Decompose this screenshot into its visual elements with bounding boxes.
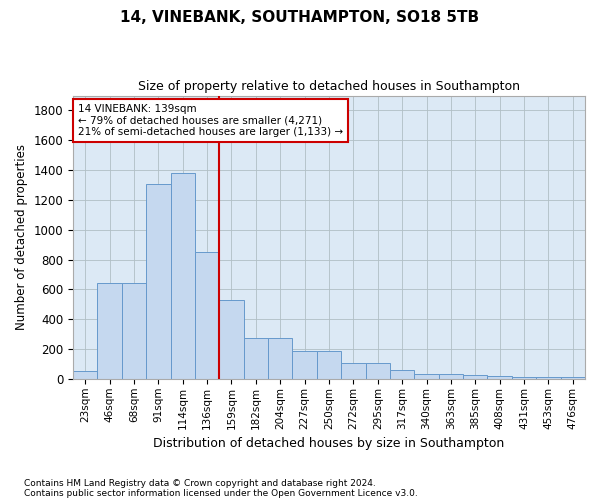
Text: 14 VINEBANK: 139sqm
← 79% of detached houses are smaller (4,271)
21% of semi-det: 14 VINEBANK: 139sqm ← 79% of detached ho…	[78, 104, 343, 138]
Bar	[317, 352, 341, 379]
Bar	[97, 284, 122, 379]
Bar	[170, 173, 195, 379]
Bar	[146, 184, 170, 379]
Bar	[195, 252, 220, 379]
Bar	[292, 352, 317, 379]
Y-axis label: Number of detached properties: Number of detached properties	[15, 144, 28, 330]
Bar	[220, 300, 244, 379]
Bar	[463, 375, 487, 379]
Text: Contains HM Land Registry data © Crown copyright and database right 2024.: Contains HM Land Registry data © Crown c…	[24, 478, 376, 488]
Bar	[390, 370, 415, 379]
Bar	[244, 338, 268, 379]
Bar	[512, 376, 536, 379]
Bar	[73, 372, 97, 379]
Bar	[536, 378, 560, 379]
Text: Contains public sector information licensed under the Open Government Licence v3: Contains public sector information licen…	[24, 488, 418, 498]
Bar	[560, 378, 585, 379]
Bar	[268, 338, 292, 379]
Bar	[487, 376, 512, 379]
Text: 14, VINEBANK, SOUTHAMPTON, SO18 5TB: 14, VINEBANK, SOUTHAMPTON, SO18 5TB	[121, 10, 479, 25]
Bar	[365, 363, 390, 379]
Bar	[439, 374, 463, 379]
X-axis label: Distribution of detached houses by size in Southampton: Distribution of detached houses by size …	[154, 437, 505, 450]
Bar	[415, 374, 439, 379]
Bar	[341, 363, 365, 379]
Title: Size of property relative to detached houses in Southampton: Size of property relative to detached ho…	[138, 80, 520, 93]
Bar	[122, 284, 146, 379]
